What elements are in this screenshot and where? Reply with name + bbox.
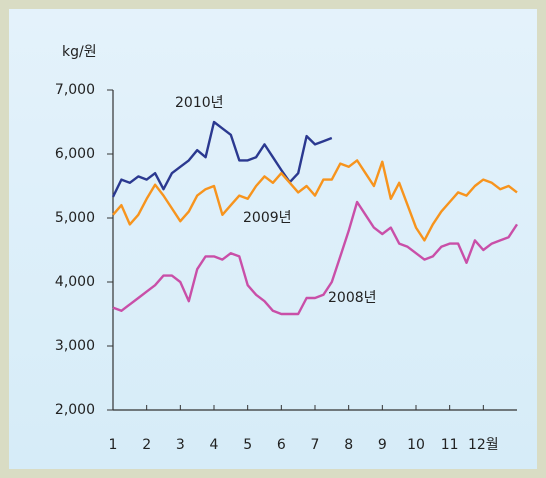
x-tick-label: 9 [378, 437, 387, 453]
series-label: 2008년 [328, 290, 377, 306]
x-tick-label: 3 [176, 437, 185, 453]
x-tick-label: 5 [243, 437, 252, 453]
y-tick-label: 5,000 [55, 210, 95, 226]
series-line [111, 120, 333, 198]
y-tick-label: 3,000 [55, 338, 95, 354]
series-label: 2010년 [175, 95, 224, 111]
y-tick-label: 2,000 [55, 402, 95, 418]
series-line [112, 159, 518, 242]
y-tick-label: 7,000 [55, 82, 95, 98]
y-tick-label: 6,000 [55, 146, 95, 162]
x-tick-label: 11 [441, 437, 459, 453]
x-tick-label: 2 [142, 437, 151, 453]
x-tick-label: 10 [407, 437, 425, 453]
series-label: 2009년 [243, 210, 292, 226]
x-tick-label: 1 [109, 437, 118, 453]
y-axis-label: kg/원 [62, 44, 97, 60]
x-tick-label: 6 [277, 437, 286, 453]
panel [9, 9, 537, 469]
x-tick-label: 4 [210, 437, 219, 453]
x-tick-label: 7 [311, 437, 320, 453]
y-tick-label: 4,000 [55, 274, 95, 290]
x-tick-label: 12월 [468, 437, 499, 453]
x-tick-label: 8 [344, 437, 353, 453]
series-line [112, 200, 519, 316]
